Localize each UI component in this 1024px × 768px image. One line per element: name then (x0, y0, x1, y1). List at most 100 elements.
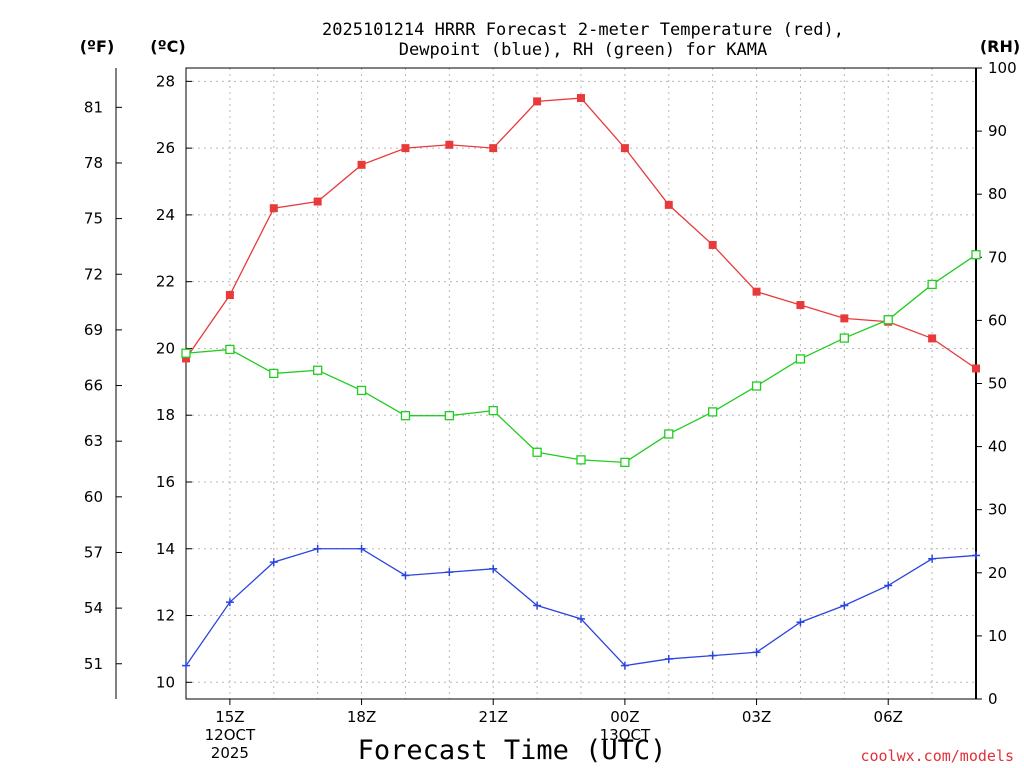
temperature-point (577, 94, 585, 103)
rh-unit-label: (RH) (980, 37, 1020, 56)
celsius-unit-label: (ºC) (150, 37, 185, 56)
temperature-point (972, 364, 980, 373)
temperature-point (533, 97, 542, 106)
fahrenheit-tick-label: 66 (84, 377, 103, 395)
x-tick-label: 03Z (742, 708, 771, 726)
rh-point (795, 354, 806, 364)
temperature-point (445, 140, 454, 149)
celsius-tick-label: 18 (156, 406, 175, 424)
celsius-tick-label: 16 (156, 473, 175, 491)
temperature-point (664, 200, 673, 209)
temperature-point (269, 204, 278, 213)
dewpoint-point (840, 601, 849, 610)
rh-tick-label: 90 (988, 122, 1007, 140)
dewpoint-point (928, 554, 937, 563)
dewpoint-point (884, 581, 893, 590)
data-series (181, 94, 981, 670)
rh-point (751, 381, 762, 391)
dewpoint-point (972, 551, 980, 560)
celsius-tick-label: 24 (156, 206, 175, 224)
rh-point (269, 368, 279, 379)
fahrenheit-tick-label: 81 (84, 98, 103, 116)
celsius-tick-label: 26 (156, 139, 175, 157)
celsius-tick-label: 22 (156, 273, 175, 291)
rh-point (664, 429, 674, 439)
dewpoint-point (225, 598, 234, 607)
dewpoint-point (269, 558, 278, 567)
temperature-point (796, 301, 805, 310)
rh-tick-label: 50 (988, 375, 1007, 393)
dewpoint-point (533, 601, 542, 610)
temperature-point (182, 354, 190, 363)
fahrenheit-tick-label: 63 (84, 432, 103, 450)
rh-point (708, 407, 718, 417)
rh-point (576, 455, 586, 465)
fahrenheit-tick-label: 51 (84, 655, 103, 673)
temperature-point (708, 240, 717, 249)
x-tick-label: 15Z (215, 708, 244, 726)
dewpoint-point (313, 544, 322, 553)
fahrenheit-tick-label: 72 (84, 265, 103, 283)
temperature-point (840, 314, 849, 323)
dewpoint-point (752, 648, 761, 657)
x-tick-label: 00Z (610, 708, 639, 726)
x-tick-label: 18Z (347, 708, 376, 726)
temperature-point (928, 334, 937, 343)
rh-point (181, 348, 191, 358)
rh-tick-label: 0 (988, 690, 998, 708)
dewpoint-point (796, 618, 805, 627)
chart-title-line2: Dewpoint (blue), RH (green) for KAMA (399, 40, 767, 60)
rh-point (971, 250, 981, 260)
rh-tick-label: 100 (988, 59, 1017, 77)
rh-tick-label: 70 (988, 248, 1007, 266)
plot-frame (185, 67, 977, 700)
dewpoint-point (708, 651, 717, 660)
temperature-point (225, 291, 234, 300)
temperature-point (489, 144, 498, 153)
temperature-point (357, 160, 366, 169)
dewpoint-point (577, 614, 585, 623)
rh-tick-label: 30 (988, 501, 1007, 519)
rh-point (532, 447, 542, 457)
rh-point (488, 405, 498, 416)
rh-tick-label: 10 (988, 627, 1007, 645)
fahrenheit-tick-label: 69 (84, 321, 103, 339)
dewpoint-point (489, 564, 498, 573)
chart-title-line1: 2025101214 HRRR Forecast 2-meter Tempera… (322, 20, 844, 40)
rh-point (313, 365, 323, 375)
fahrenheit-unit-label: (ºF) (80, 37, 115, 56)
rh-point (225, 344, 235, 355)
rh-tick-label: 20 (988, 564, 1007, 582)
rh-point (444, 411, 454, 421)
x-tick-label: 21Z (479, 708, 508, 726)
fahrenheit-tick-label: 54 (84, 599, 103, 617)
fahrenheit-tick-label: 60 (84, 488, 103, 506)
celsius-tick-label: 28 (156, 72, 175, 90)
x-axis-title: Forecast Time (UTC) (358, 735, 667, 766)
dewpoint-point (182, 661, 190, 670)
x-tick-label: 2025 (211, 744, 249, 762)
axes: 51 54 57 60 63 66 69 72 75 78 81 10 12 14 16 18 20 22 24 26… (84, 59, 1017, 762)
rh-tick-label: 60 (988, 311, 1007, 329)
dewpoint-point (620, 661, 629, 670)
temperature-point (620, 144, 629, 153)
celsius-tick-label: 12 (156, 607, 175, 625)
rh-tick-label: 40 (988, 438, 1007, 456)
temperature-point (401, 144, 410, 153)
x-tick-label: 06Z (874, 708, 903, 726)
celsius-tick-label: 20 (156, 339, 175, 357)
dewpoint-point (664, 654, 673, 663)
grid-lines (186, 68, 976, 699)
fahrenheit-tick-label: 75 (84, 210, 103, 228)
fahrenheit-tick-label: 78 (84, 154, 103, 172)
dewpoint-point (357, 544, 366, 553)
rh-point (883, 315, 893, 325)
dewpoint-point (401, 571, 410, 580)
x-tick-label: 13OCT (600, 726, 651, 744)
rh-point (400, 411, 411, 421)
celsius-tick-label: 10 (156, 673, 175, 691)
rh-point (839, 333, 849, 343)
dewpoint-point (445, 568, 454, 577)
rh-point (927, 279, 937, 290)
